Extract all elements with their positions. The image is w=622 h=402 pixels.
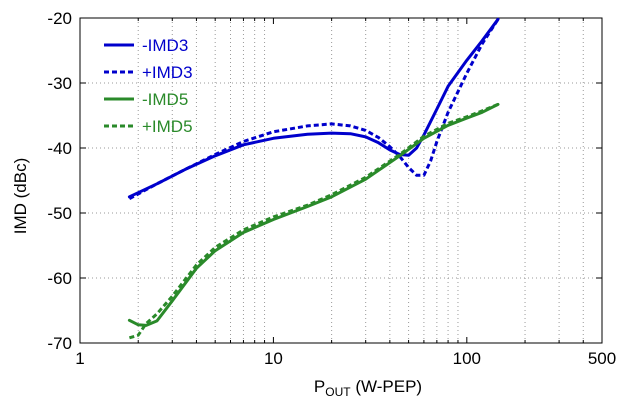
y-tick-label: -60	[47, 269, 72, 288]
x-axis-label-suffix: (W-PEP)	[351, 377, 422, 396]
x-axis-label: POUT (W-PEP)	[314, 377, 422, 399]
series-lines	[127, 17, 500, 340]
x-tick-label: 10	[264, 349, 283, 368]
y-tick-label: -40	[47, 139, 72, 158]
x-axis-label-subscript: OUT	[325, 385, 351, 399]
y-tick-label: -30	[47, 74, 72, 93]
y-axis-label: IMD (dBc)	[11, 158, 30, 235]
series-line-imd5-minus	[127, 102, 500, 327]
y-tick-label: -70	[47, 334, 72, 353]
grid	[80, 18, 602, 343]
legend-label: -IMD5	[142, 90, 188, 109]
series-line-imd5-plus	[128, 103, 499, 340]
x-axis-label-main: P	[314, 377, 325, 396]
plot-frame	[79, 17, 603, 344]
y-tick-label: -50	[47, 204, 72, 223]
legend-label: -IMD3	[142, 36, 188, 55]
series-line-imd3-minus	[127, 17, 500, 199]
legend: -IMD3 +IMD3 -IMD5 +IMD5	[104, 36, 193, 136]
x-tick-label: 1	[75, 349, 84, 368]
legend-label: +IMD3	[142, 63, 193, 82]
y-tick-label: -20	[47, 9, 72, 28]
legend-label: +IMD5	[142, 117, 193, 136]
x-tick-label: 100	[453, 349, 481, 368]
axis-ticks: 1 10 100 500 -70 -60 -50 -40 -30 -20	[47, 9, 616, 368]
x-tick-label: 500	[588, 349, 616, 368]
